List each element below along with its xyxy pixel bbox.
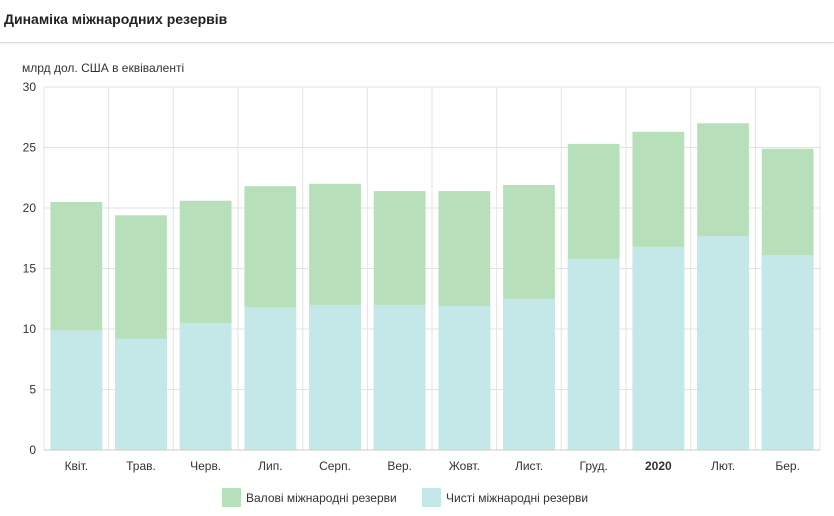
chart-title: Динаміка міжнародних резервів [4,11,228,27]
net-reserves-bar [438,306,491,450]
legend[interactable]: Валові міжнародні резерви Чисті міжнародн… [222,488,588,507]
net-reserves-bar [179,322,232,450]
y-tick-label: 0 [29,443,36,457]
y-tick-label: 30 [23,80,37,94]
legend-label: Валові міжнародні резерви [246,491,397,505]
net-reserves-bar [373,304,426,450]
x-tick-label: Лист. [515,459,543,473]
x-tick-label: Квіт. [65,459,89,473]
x-tick-label: Серп. [319,459,351,473]
net-reserves-bar [50,330,103,450]
net-reserves-bar [115,338,167,450]
legend-swatch [222,488,241,507]
x-tick-label: Бер. [775,459,800,473]
y-tick-label: 10 [23,322,37,336]
x-tick-label: Трав. [126,459,156,473]
x-tick-label: Лют. [711,459,735,473]
net-reserves-bar [632,246,685,450]
y-tick-label: 15 [23,262,37,276]
x-tick-label: Вер. [387,459,412,473]
bars [50,123,814,451]
y-axis-unit-label: млрд дол. США в еквіваленті [22,61,184,75]
y-tick-label: 25 [23,141,37,155]
chart-header: Динаміка міжнародних резервів [0,0,834,43]
grid-lines [43,86,821,451]
x-tick-label: Груд. [580,459,608,473]
net-reserves-bar [244,307,297,450]
x-tick-label: Жовт. [449,459,480,473]
legend-item-net[interactable]: Чисті міжнародні резерви [422,488,588,507]
net-reserves-bar [567,258,620,450]
y-tick-label: 5 [29,383,36,397]
net-reserves-bar [697,235,749,450]
net-reserves-bar [503,298,555,450]
x-axis-ticks: Квіт. Трав. Черв. Лип. Серп. Вер. Жовт. Лист. Гр… [65,459,800,473]
legend-item-gross[interactable]: Валові міжнародні резерви [222,488,397,507]
net-reserves-bar [761,255,814,450]
y-tick-label: 20 [23,201,37,215]
x-tick-label: Черв. [190,459,221,473]
y-axis-ticks: 0 5 10 15 20 25 30 [23,80,37,457]
x-tick-label: Лип. [258,459,282,473]
legend-swatch [422,488,441,507]
x-tick-label: 2020 [645,459,672,473]
legend-label: Чисті міжнародні резерви [446,491,588,505]
net-reserves-bar [309,304,361,450]
